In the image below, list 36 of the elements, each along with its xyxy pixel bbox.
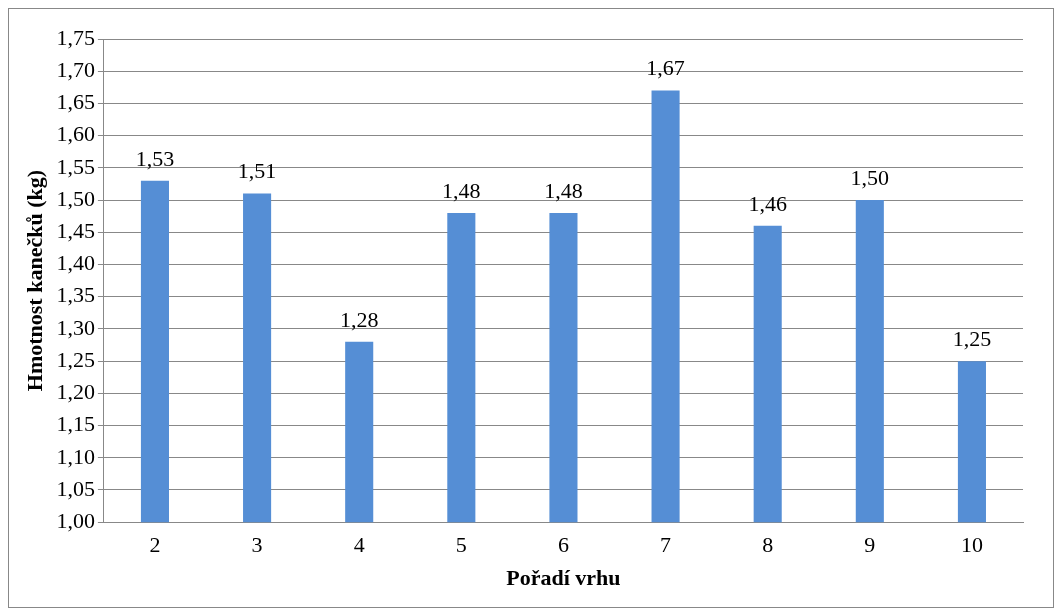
x-tick-label: 9: [864, 532, 876, 558]
y-tick-label: 1,25: [56, 346, 95, 372]
y-tick-label: 1,05: [56, 475, 95, 501]
data-label: 1,67: [646, 55, 685, 81]
x-tick-label: 8: [762, 532, 774, 558]
y-tick-label: 1,45: [56, 218, 95, 244]
y-axis-title: Hmotnost kanečků (kg): [21, 169, 47, 392]
y-tick-label: 1,40: [56, 250, 95, 276]
y-tick-label: 1,10: [56, 443, 95, 469]
y-tick-label: 1,75: [56, 24, 95, 50]
y-tick-label: 1,20: [56, 379, 95, 405]
x-tick-label: 4: [353, 532, 365, 558]
y-tick-label: 1,35: [56, 282, 95, 308]
x-tick-label: 2: [149, 532, 161, 558]
y-tick-label: 1,15: [56, 411, 95, 437]
y-tick-label: 1,00: [56, 507, 95, 533]
y-tick-label: 1,70: [56, 56, 95, 82]
data-label: 1,48: [544, 177, 583, 203]
x-tick-label: 7: [660, 532, 672, 558]
data-label: 1,46: [748, 190, 787, 216]
x-tick-label: 5: [455, 532, 467, 558]
x-axis-title: Pořadí vrhu: [506, 565, 621, 591]
data-label: 1,25: [952, 325, 992, 351]
data-label: 1,51: [237, 158, 277, 184]
x-tick-label: 6: [557, 532, 569, 558]
data-label: 1,48: [442, 177, 481, 203]
data-label: 1,50: [850, 164, 890, 190]
data-label: 1,28: [339, 306, 379, 332]
y-tick-label: 1,55: [56, 153, 95, 179]
y-tick-label: 1,50: [56, 185, 95, 211]
x-tick-label: 3: [251, 532, 263, 558]
y-tick-label: 1,60: [56, 121, 95, 147]
x-tick-label: 10: [960, 532, 983, 558]
data-label: 1,53: [135, 145, 175, 171]
y-tick-label: 1,65: [56, 89, 95, 115]
y-tick-label: 1,30: [56, 314, 95, 340]
